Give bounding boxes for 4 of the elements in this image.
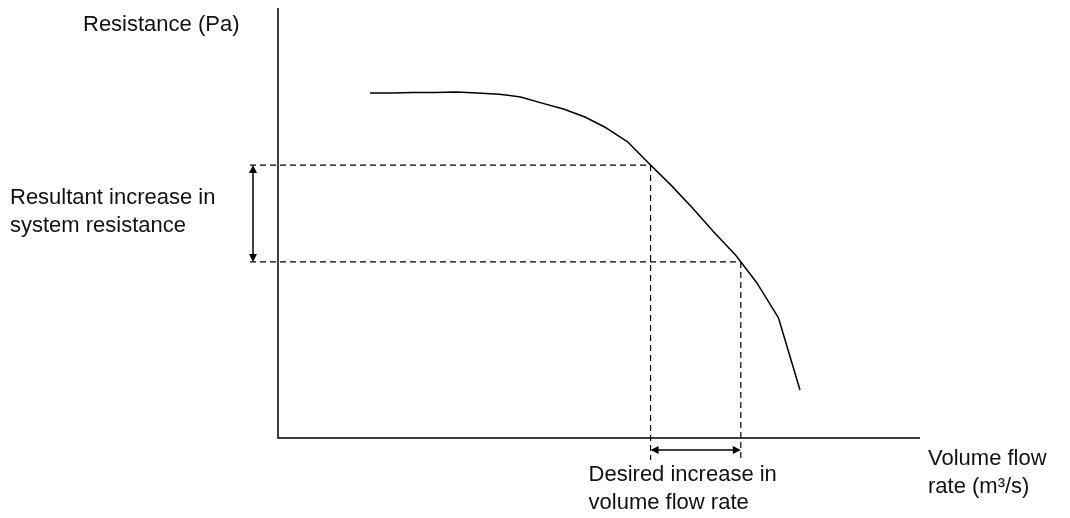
text: Desired increase in volume flow rate (588, 460, 778, 516)
text: Resistance (Pa) (83, 10, 240, 38)
text: Volume flow rate (m³/s) (928, 444, 1048, 500)
text: Resultant increase in system resistance (10, 183, 217, 240)
